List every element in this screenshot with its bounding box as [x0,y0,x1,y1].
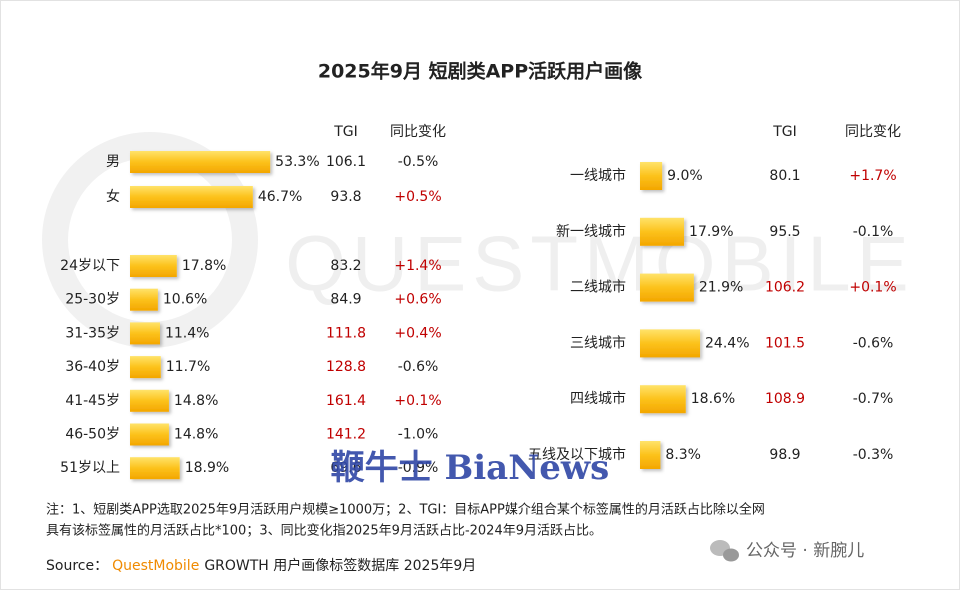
account-watermark: 公众号 · 新腕儿 [746,541,864,561]
overlay-watermark: 鞭牛士 BiaNews [331,448,610,488]
bar [130,255,177,277]
value-label: 9.0% [667,168,703,184]
tgi-value: 101.5 [765,335,805,351]
bar [130,356,161,379]
value-label: 8.3% [665,447,701,463]
column-header: 同比变化 [845,124,901,140]
change-value: -0.6% [853,335,894,351]
tgi-value: 161.4 [326,393,366,409]
bar [640,385,686,414]
tgi-value: 108.9 [765,391,805,407]
value-label: 46.7% [258,189,302,205]
category-label: 女 [106,188,120,205]
change-value: -1.0% [398,427,439,443]
tgi-value: 141.2 [326,427,366,443]
category-label: 25-30岁 [65,292,120,308]
change-value: +0.4% [394,325,441,341]
change-value: -0.6% [398,359,439,375]
bar [130,322,160,345]
value-label: 14.8% [174,427,218,443]
logo-watermark: QUESTMOBILE [285,220,914,308]
category-label: 二线城市 [570,279,626,296]
source-rest: GROWTH 用户画像标签数据库 2025年9月 [204,557,476,574]
category-label: 46-50岁 [65,427,120,443]
value-label: 17.8% [182,258,226,274]
column-header: 同比变化 [390,124,446,140]
category-label: 一线城市 [570,167,626,184]
change-value: -0.3% [853,447,894,463]
source: Source： QuestMobile GROWTH 用户画像标签数据库 2025年… [46,557,476,574]
value-label: 18.6% [691,391,735,407]
change-value: +0.6% [394,292,441,308]
bar [130,151,271,173]
change-value: -0.9% [398,460,439,476]
column-header: TGI [333,124,358,140]
category-label: 五线及以下城市 [528,446,626,463]
category-label: 新一线城市 [556,223,626,240]
change-value: +1.4% [394,258,441,274]
change-value: +0.1% [849,280,896,296]
bar [640,273,694,302]
bar [640,217,685,246]
tgi-value: 95.5 [769,224,800,240]
bar [130,186,253,208]
change-value: +0.1% [394,393,441,409]
category-label: 41-45岁 [65,393,120,409]
value-label: 11.7% [166,359,210,375]
change-value: -0.1% [853,224,894,240]
category-label: 四线城市 [570,390,626,407]
tgi-value: 84.9 [330,292,361,308]
category-label: 三线城市 [570,334,626,351]
value-label: 53.3% [275,154,319,170]
tgi-value: 111.8 [326,325,366,341]
wechat-icon [710,540,739,562]
bar [130,389,169,412]
tgi-value: 98.9 [769,447,800,463]
tgi-value: 128.8 [326,359,366,375]
tgi-value: 83.2 [330,258,361,274]
bar [130,457,180,480]
bar [640,162,663,190]
footnote: 注：1、短剧类APP选取2025年9月活跃用户规模≥1000万；2、TGI：目标… [46,502,765,518]
value-label: 21.9% [699,280,743,296]
column-header: TGI [772,124,797,140]
value-label: 17.9% [689,224,733,240]
value-label: 10.6% [163,292,207,308]
category-label: 24岁以下 [60,258,120,274]
value-label: 11.4% [165,325,209,341]
bar [640,329,701,358]
value-label: 18.9% [185,460,229,476]
source-brand: QuestMobile [112,558,199,574]
value-label: 14.8% [174,393,218,409]
category-label: 31-35岁 [65,325,120,341]
category-label: 51岁以上 [60,460,120,476]
bar [640,441,661,469]
footnote: 具有该标签属性的月活跃占比*100；3、同比变化指2025年9月活跃占比-202… [46,523,602,539]
change-value: +0.5% [394,189,441,205]
tgi-value: 80.1 [769,168,800,184]
change-value: +1.7% [849,168,896,184]
change-value: -0.7% [853,391,894,407]
category-label: 男 [106,154,120,170]
category-label: 36-40岁 [65,359,120,375]
change-value: -0.5% [398,154,439,170]
bar [130,288,158,311]
tgi-value: 106.1 [326,154,366,170]
title: 2025年9月 短剧类APP活跃用户画像 [318,60,643,83]
value-label: 24.4% [705,335,749,351]
tgi-value: 93.8 [330,189,361,205]
tgi-value: 106.2 [765,280,805,296]
tgi-value: 69.6 [330,460,361,476]
bar [130,423,169,446]
source-prefix: Source： [46,558,108,574]
